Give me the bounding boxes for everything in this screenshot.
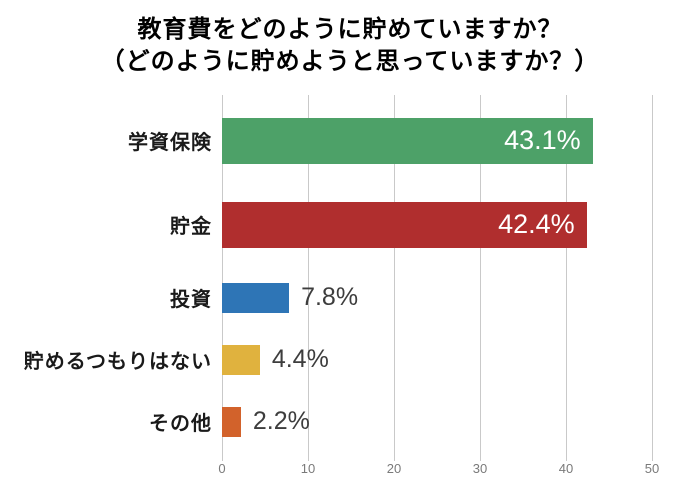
category-label: 貯金: [170, 216, 212, 239]
x-tick-label: 10: [300, 460, 316, 476]
bar-row: 4.4%: [222, 329, 652, 391]
category-labels: 学資保険貯金投資貯めるつもりはないその他: [0, 99, 222, 453]
gridline: [394, 94, 395, 461]
bar: [222, 282, 290, 313]
bar: [222, 344, 260, 375]
bar: [222, 406, 241, 437]
gridline: [480, 94, 481, 461]
bar-row: 42.4%: [222, 183, 652, 267]
x-tick-label: 30: [472, 460, 488, 476]
chart-title-line2: （どのように貯めようと思っていますか？）: [100, 48, 600, 76]
x-tick-label: 20: [386, 460, 402, 476]
category-label: その他: [149, 413, 212, 436]
bar-chart: 学資保険貯金投資貯めるつもりはないその他 43.1% 42.4% 7.8% 4.4% 2…: [0, 94, 700, 461]
category-label: 投資: [170, 289, 212, 312]
bar: 42.4%: [222, 201, 587, 248]
x-tick-label: 40: [558, 460, 574, 476]
bars: 43.1% 42.4% 7.8% 4.4% 2.2%: [222, 99, 652, 453]
category-label: 学資保険: [128, 132, 212, 155]
bar-row: 43.1%: [222, 99, 652, 183]
bar: 43.1%: [222, 117, 593, 164]
x-tick-label: 50: [644, 460, 660, 476]
x-axis-spacer: [0, 453, 222, 481]
chart-title: 教育費をどのように貯めていますか？ （どのように貯めようと思っていますか？）: [0, 0, 700, 79]
gridline: [222, 94, 223, 461]
x-tick-label: 0: [218, 460, 226, 476]
value-label: 43.1%: [504, 125, 581, 156]
category-label: 貯めるつもりはない: [23, 351, 212, 374]
gridline: [652, 94, 653, 461]
chart-title-line1: 教育費をどのように貯めていますか？: [137, 16, 563, 43]
bar-row: 7.8%: [222, 267, 652, 329]
x-axis-ticks: 0 10 20 30 40 50: [218, 453, 659, 481]
gridline: [308, 94, 309, 461]
value-label: 7.8%: [301, 283, 359, 312]
x-axis: 0 10 20 30 40 50: [0, 453, 700, 481]
gridline: [566, 94, 567, 461]
gridlines: [222, 94, 653, 461]
plot-area: 43.1% 42.4% 7.8% 4.4% 2.2%: [222, 94, 653, 461]
bar-row: 2.2%: [222, 391, 652, 453]
value-label: 2.2%: [252, 407, 310, 436]
value-label: 42.4%: [498, 209, 575, 240]
value-label: 4.4%: [271, 345, 329, 374]
